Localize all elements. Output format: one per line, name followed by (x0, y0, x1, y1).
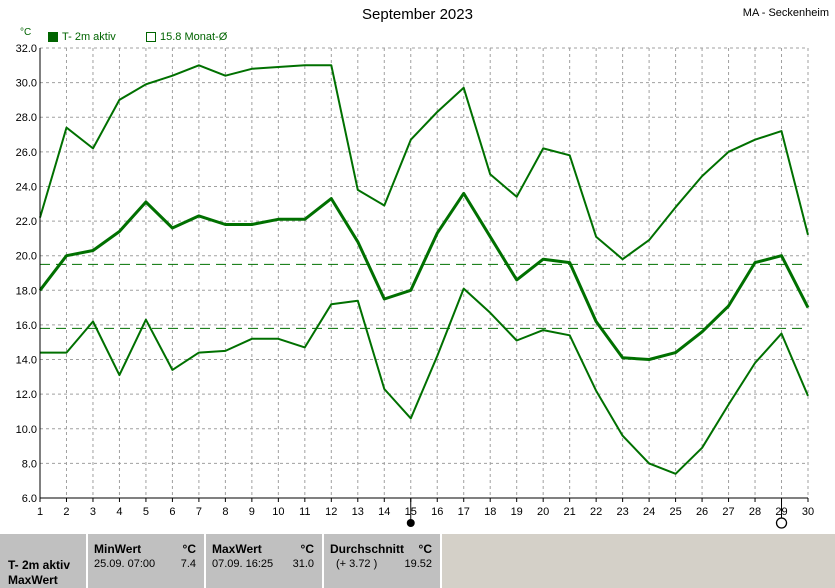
x-tick-label: 7 (196, 506, 202, 518)
legend-item-average: 15.8 Monat-Ø (146, 31, 227, 43)
max-label: MaxWert (212, 542, 262, 556)
max-value: 31.0 (292, 558, 314, 570)
legend-item-active: T- 2m aktiv (48, 31, 116, 43)
chart-tick-labels: 6.08.010.012.014.016.018.020.022.024.026… (16, 43, 815, 518)
x-tick-label: 12 (325, 506, 337, 518)
chart-grid (40, 47, 809, 498)
x-tick-label: 2 (63, 506, 69, 518)
x-tick-label: 23 (616, 506, 628, 518)
stats-row-label-cell: T- 2m aktiv MaxWert (0, 534, 88, 588)
x-tick-label: 21 (564, 506, 576, 518)
legend-label-active: T- 2m aktiv (62, 31, 116, 43)
y-tick-label: 18.0 (16, 285, 37, 297)
stats-avg-cell: Durchschnitt °C (+ 3.72 ) 19.52 (324, 534, 442, 588)
x-tick-label: 22 (590, 506, 602, 518)
y-tick-label: 16.0 (16, 320, 37, 332)
y-tick-label: 22.0 (16, 216, 37, 228)
stats-row-label: T- 2m aktiv (8, 558, 71, 572)
x-tick-label: 16 (431, 506, 443, 518)
max-unit: °C (300, 542, 314, 556)
chart-axes (39, 48, 809, 502)
y-tick-label: 26.0 (16, 147, 37, 159)
x-tick-label: 14 (378, 506, 390, 518)
x-tick-label: 13 (352, 506, 364, 518)
min-unit: °C (182, 542, 196, 556)
x-tick-label: 17 (458, 506, 470, 518)
chart-markers (406, 498, 788, 529)
x-tick-label: 24 (643, 506, 655, 518)
x-tick-label: 27 (722, 506, 734, 518)
series-line-max (39, 64, 809, 261)
min-label: MinWert (94, 542, 142, 556)
y-tick-label: 12.0 (16, 389, 37, 401)
x-tick-label: 19 (511, 506, 523, 518)
y-tick-label: 30.0 (16, 78, 37, 90)
stats-panel: T- 2m aktiv MaxWert MinWert °C 25.09. 07… (0, 534, 835, 588)
x-tick-label: 8 (222, 506, 228, 518)
x-tick-label: 18 (484, 506, 496, 518)
series-line-min (40, 287, 809, 475)
stats-row-label-2: MaxWert (8, 573, 58, 587)
y-tick-label: 14.0 (16, 355, 37, 367)
min-value: 7.4 (180, 558, 196, 570)
avg-unit: °C (418, 542, 432, 556)
x-tick-label: 1 (37, 506, 43, 518)
x-tick-label: 28 (749, 506, 761, 518)
legend-open-square-icon (146, 32, 156, 42)
x-tick-label: 30 (802, 506, 814, 518)
temperature-chart: 6.08.010.012.014.016.018.020.022.024.026… (16, 43, 815, 529)
chart-series (38, 64, 810, 475)
y-tick-label: 24.0 (16, 181, 37, 193)
stats-max-cell: MaxWert °C 07.09. 16:25 31.0 (206, 534, 324, 588)
avg-value: 19.52 (404, 558, 432, 570)
x-tick-label: 9 (249, 506, 255, 518)
x-tick-label: 20 (537, 506, 549, 518)
x-tick-label: 6 (169, 506, 175, 518)
y-tick-label: 32.0 (16, 43, 37, 55)
x-tick-label: 4 (116, 506, 122, 518)
x-tick-label: 10 (272, 506, 284, 518)
y-tick-label: 6.0 (22, 493, 37, 505)
filled-circle-marker-icon (406, 519, 415, 527)
station-name: MA - Seckenheim (742, 7, 829, 19)
min-date: 25.09. 07:00 (94, 558, 156, 570)
x-tick-label: 25 (669, 506, 681, 518)
series-line-mean (38, 191, 810, 361)
y-tick-label: 20.0 (16, 251, 37, 263)
y-axis-unit: °C (20, 27, 32, 38)
reference-lines (40, 263, 808, 329)
legend-filled-square-icon (48, 32, 58, 42)
stats-min-cell: MinWert °C 25.09. 07:00 7.4 (88, 534, 206, 588)
avg-delta: (+ 3.72 ) (336, 558, 378, 570)
x-tick-label: 26 (696, 506, 708, 518)
open-circle-marker-icon (775, 517, 788, 529)
x-tick-label: 3 (90, 506, 96, 518)
x-tick-label: 5 (143, 506, 149, 518)
y-tick-label: 10.0 (16, 424, 37, 436)
x-tick-label: 11 (299, 506, 310, 518)
legend-label-average: 15.8 Monat-Ø (160, 31, 228, 43)
avg-label: Durchschnitt (330, 542, 405, 556)
chart-title: September 2023 (362, 6, 473, 23)
y-tick-label: 8.0 (22, 458, 37, 470)
max-date: 07.09. 16:25 (212, 558, 274, 570)
y-tick-label: 28.0 (16, 112, 37, 124)
